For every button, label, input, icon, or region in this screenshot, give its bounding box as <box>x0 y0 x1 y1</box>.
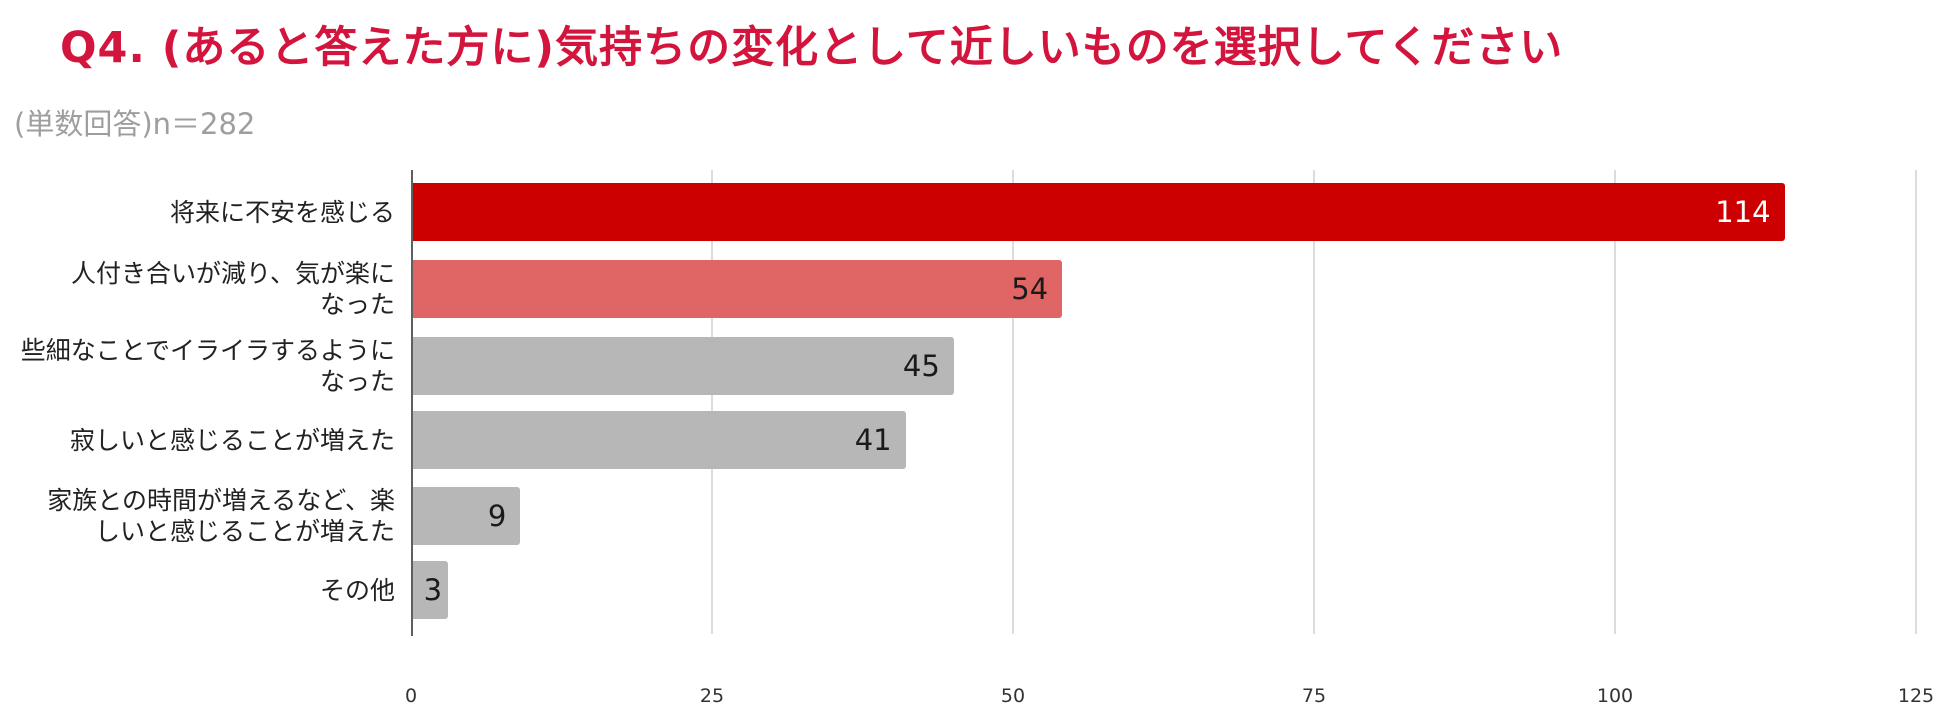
gridline <box>1915 170 1917 634</box>
gridline <box>1614 170 1616 634</box>
category-label-line: なった <box>319 290 395 319</box>
bar-value-label: 41 <box>854 422 892 457</box>
bar: 9 <box>412 487 521 545</box>
bar: 45 <box>412 337 954 395</box>
category-label: 家族との時間が増えるなど、楽 しいと感じることが増えた <box>0 481 395 551</box>
bar: 114 <box>412 183 1785 241</box>
bar-value-label: 114 <box>1715 194 1771 229</box>
chart-subtitle: (単数回答)n＝282 <box>14 107 256 141</box>
x-tick-label: 25 <box>699 685 725 707</box>
bar-value-label: 54 <box>1011 271 1049 306</box>
category-label-line: しいと感じることが増えた <box>94 517 395 546</box>
y-axis-line <box>411 170 413 636</box>
x-tick-label: 125 <box>1897 685 1935 707</box>
bar: 41 <box>412 411 906 469</box>
category-label: 些細なことでイライラするように なった <box>0 331 395 401</box>
category-label: その他 <box>0 555 395 625</box>
gridline <box>711 170 713 634</box>
x-tick-label: 75 <box>1301 685 1327 707</box>
category-label-line: なった <box>319 367 395 396</box>
category-label-line: 些細なことでイライラするように <box>20 336 395 365</box>
x-tick-label: 50 <box>1000 685 1026 707</box>
x-tick-label: 100 <box>1596 685 1634 707</box>
bar-value-label: 9 <box>487 498 507 533</box>
category-label-line: 家族との時間が増えるなど、楽 <box>47 486 395 515</box>
gridline <box>1313 170 1315 634</box>
category-label: 人付き合いが減り、気が楽に なった <box>0 254 395 324</box>
category-label-line: 寂しいと感じることが増えた <box>69 425 395 455</box>
category-label: 将来に不安を感じる <box>0 177 395 247</box>
bar: 3 <box>412 561 449 619</box>
bar: 54 <box>412 260 1063 318</box>
bar-value-label: 3 <box>423 572 443 607</box>
gridline <box>1012 170 1014 634</box>
bar-value-label: 45 <box>902 348 940 383</box>
chart-title: Q4. (あると答えた方に)気持ちの変化として近しいものを選択してください <box>60 23 1564 73</box>
category-label: 寂しいと感じることが増えた <box>0 405 395 475</box>
category-label-line: 人付き合いが減り、気が楽に <box>70 259 395 288</box>
category-label-line: 将来に不安を感じる <box>169 197 395 227</box>
category-label-line: その他 <box>319 575 395 605</box>
x-tick-label: 0 <box>404 685 418 707</box>
